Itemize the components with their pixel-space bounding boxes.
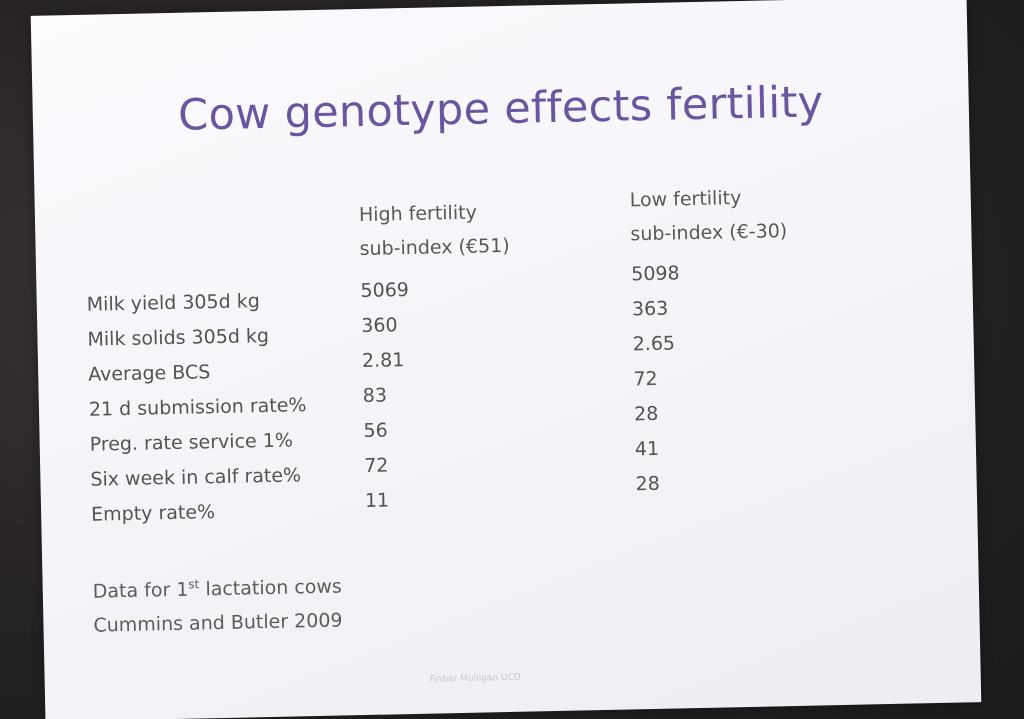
high-value-empty-rate: 11	[364, 489, 390, 512]
high-value-milk-solids: 360	[361, 314, 398, 338]
data-note-superscript: st	[188, 577, 200, 592]
low-value-empty-rate: 28	[635, 472, 661, 496]
row-label-submission-rate: 21 d submission rate%	[88, 394, 307, 421]
row-label-milk-yield: Milk yield 305d kg	[86, 290, 260, 316]
low-value-submission-rate: 72	[633, 367, 658, 391]
author-watermark: Finbar Mulligan UCD	[429, 672, 521, 685]
low-fertility-header-line1: Low fertility	[629, 187, 742, 212]
low-value-milk-solids: 363	[631, 297, 669, 321]
high-value-six-week-calf-rate: 72	[363, 454, 389, 477]
low-value-milk-yield: 5098	[631, 262, 680, 286]
high-fertility-header-line2: sub-index (€51)	[359, 234, 510, 261]
row-label-preg-rate: Preg. rate service 1%	[89, 429, 294, 456]
data-note: Data for 1st lactation cows	[93, 575, 342, 602]
low-value-preg-rate: 28	[633, 402, 659, 426]
citation-note: Cummins and Butler 2009	[93, 609, 343, 637]
low-fertility-header-line2: sub-index (€-30)	[630, 220, 788, 246]
row-label-milk-solids: Milk solids 305d kg	[87, 324, 270, 351]
low-value-average-bcs: 2.65	[632, 332, 676, 356]
row-label-empty-rate: Empty rate%	[90, 501, 216, 526]
presentation-slide: Cow genotype effects fertility High fert…	[30, 0, 982, 719]
slide-title: Cow genotype effects fertility	[177, 77, 824, 141]
high-value-submission-rate: 83	[362, 384, 388, 408]
row-label-six-week-calf-rate: Six week in calf rate%	[90, 464, 302, 491]
high-value-milk-yield: 5069	[360, 279, 410, 303]
row-label-average-bcs: Average BCS	[88, 361, 211, 386]
high-value-preg-rate: 56	[363, 419, 388, 442]
high-fertility-header-line1: High fertility	[358, 201, 478, 227]
data-note-suffix: lactation cows	[199, 575, 343, 601]
high-value-average-bcs: 2.81	[361, 349, 405, 373]
low-value-six-week-calf-rate: 41	[634, 437, 660, 461]
data-note-prefix: Data for 1	[92, 578, 189, 603]
